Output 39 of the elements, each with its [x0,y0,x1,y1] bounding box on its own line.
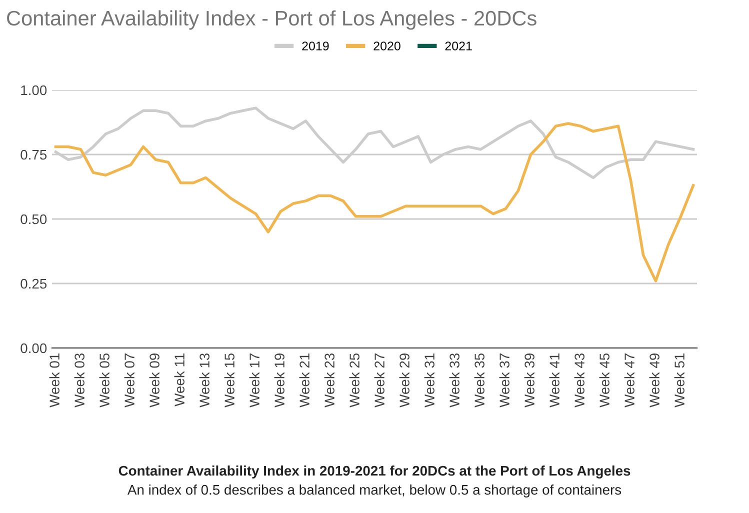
x-tick-label: Week 29 [399,354,410,408]
legend-label: 2020 [374,42,400,50]
x-tick-label: Week 33 [449,353,460,408]
x-tick-label: Week 43 [574,353,584,408]
x-tick-label: Week 45 [599,353,610,408]
x-tick-label: Week 47 [624,354,634,408]
x-tick-label: Week 39 [524,354,534,408]
x-tick-label: Week 07 [124,354,134,408]
x-tick-label: Week 17 [249,354,260,408]
x-tick-label: Week 37 [499,354,510,408]
x-tick-label: Week 11 [174,354,184,406]
x-tick-label: Week 15 [224,353,234,408]
x-tick-label: Week 13 [199,353,210,408]
legend-label: 2019 [302,42,329,50]
y-tick-label: 0.00 [20,343,47,354]
x-tick-label: Week 27 [374,354,384,408]
line-series [54,106,695,180]
text: An index of 0.5 describes a balanced market, below 0.5 a shortage of containers [127,484,622,498]
text: Container Availability Index in 2019-2021 for 20DCs at the Port of Los Angeles [118,465,630,479]
y-tick-label: 0.75 [20,150,47,160]
chart-title: Container Availability Index - Port of Los Angeles - 20DCs [7,10,536,30]
x-tick-label: Week 35 [474,353,484,408]
y-tick-label: 0.50 [20,214,47,224]
x-tick-label: Week 41 [549,354,560,408]
x-tick-label: Week 49 [649,354,660,408]
line-series [54,122,695,282]
x-tick-label: Week 01 [49,354,60,408]
y-tick-label: 1.00 [21,85,47,96]
x-tick-label: Week 19 [274,354,284,408]
y-tick-label: 0.25 [20,278,47,289]
x-tick-label: Week 23 [324,353,334,408]
x-tick-label: Week 25 [349,353,360,408]
x-tick-label: Week 05 [99,353,110,408]
legend-label: 2021 [445,42,472,50]
x-tick-label: Week 03 [74,353,84,408]
x-tick-label: Week 21 [299,354,310,408]
x-tick-label: Week 09 [149,354,160,408]
x-tick-label: Week 51 [674,354,684,408]
x-tick-label: Week 31 [424,354,434,408]
